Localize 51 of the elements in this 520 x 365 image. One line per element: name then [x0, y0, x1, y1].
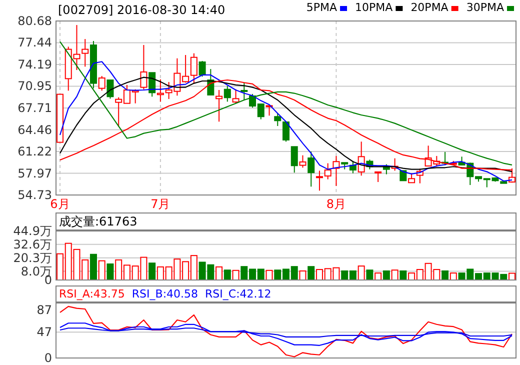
- line-series: [59, 306, 513, 358]
- candlestick: [216, 89, 223, 122]
- y-tick-label: 74.19: [18, 58, 52, 72]
- y-tick-label: 77.44: [18, 36, 52, 50]
- y-tick-label: 54.73: [18, 188, 52, 202]
- legend-label: 30PMA: [466, 1, 504, 14]
- text: 成交量:61763: [59, 214, 138, 228]
- x-tick-label: 6月: [50, 197, 70, 211]
- legend-label: 20PMA: [410, 1, 449, 14]
- y-tick-label: 87: [36, 303, 52, 318]
- x-tick-label: 8月: [326, 197, 346, 211]
- legend-label: 10PMA: [355, 1, 394, 14]
- chart-title: [002709] 2016-08-30 14:40: [58, 3, 226, 17]
- bar: [391, 270, 398, 280]
- y-tick-label: 32.6万: [13, 237, 52, 252]
- y-tick-label: 47: [36, 325, 52, 340]
- candlestick: [82, 38, 89, 68]
- y-tick-label: 44.9万: [13, 224, 52, 238]
- bar: [216, 266, 223, 280]
- text: RSI_B:40.58: [132, 288, 198, 300]
- bar: [308, 266, 315, 280]
- bar: [366, 270, 374, 280]
- line-series: [59, 328, 513, 338]
- bar: [106, 263, 114, 280]
- bar: [442, 270, 449, 280]
- y-tick-label: 20.3万: [13, 250, 52, 265]
- bar: [98, 260, 106, 280]
- text: RSI_C:42.12: [205, 288, 272, 300]
- candlestick: [156, 78, 164, 102]
- y-tick-label: 61.22: [18, 144, 52, 158]
- y-tick-label: 67.71: [18, 100, 52, 115]
- y-tick-label: 64.46: [18, 122, 52, 137]
- bar: [90, 254, 97, 280]
- bar: [508, 272, 516, 280]
- series-label: RSI_A:43.75: [59, 288, 125, 300]
- bar: [232, 270, 240, 280]
- y-tick-label: 57.97: [18, 166, 52, 180]
- line-series: [59, 322, 513, 346]
- bar: [266, 270, 273, 280]
- bar: [148, 262, 156, 280]
- legend-label: 5PMA: [306, 1, 338, 14]
- bar: [382, 270, 390, 280]
- bar: [224, 270, 231, 280]
- y-tick-label: 0: [44, 351, 52, 365]
- y-tick-label: 80.68: [18, 14, 52, 28]
- bar: [400, 270, 407, 280]
- y-tick-label: 70.95: [18, 79, 52, 94]
- bar: [299, 270, 306, 280]
- line-series: [59, 41, 513, 166]
- x-tick-label: 7月: [150, 197, 170, 211]
- bar: [358, 266, 365, 280]
